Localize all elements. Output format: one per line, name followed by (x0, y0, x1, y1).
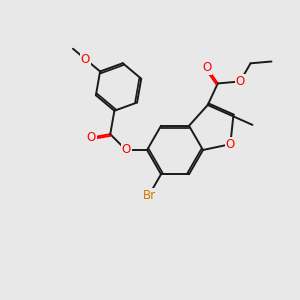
Text: O: O (86, 131, 96, 144)
Text: O: O (81, 53, 90, 66)
Text: Br: Br (143, 189, 156, 202)
Text: O: O (202, 61, 211, 74)
Text: O: O (122, 143, 131, 157)
Text: O: O (236, 75, 245, 88)
Text: O: O (226, 138, 235, 151)
